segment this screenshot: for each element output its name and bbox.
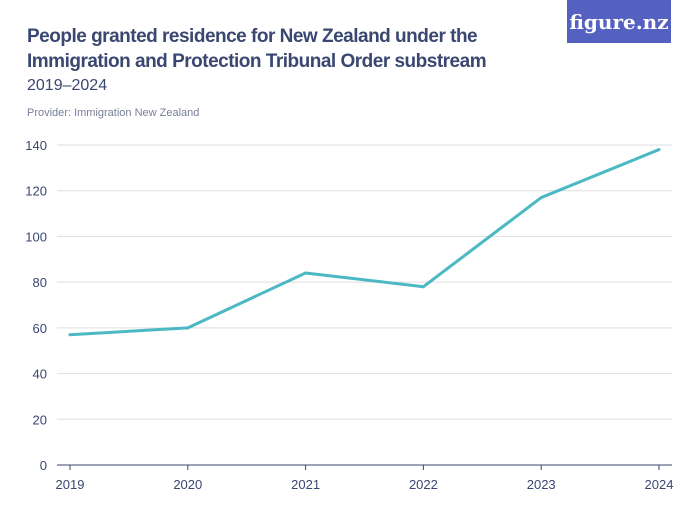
y-tick-label: 40 <box>33 367 47 382</box>
y-tick-label: 20 <box>33 412 47 427</box>
x-tick-label: 2022 <box>409 477 438 492</box>
data-point <box>68 333 72 337</box>
chart-subtitle: 2019–2024 <box>27 77 108 94</box>
y-tick-label: 100 <box>25 229 47 244</box>
x-tick-label: 2021 <box>291 477 320 492</box>
y-tick-label: 140 <box>25 138 47 153</box>
data-point <box>186 326 190 330</box>
data-point <box>657 148 661 152</box>
data-point <box>304 271 308 275</box>
x-tick-label: 2020 <box>173 477 202 492</box>
series-line <box>69 148 660 337</box>
data-point <box>421 285 425 289</box>
chart-title: People granted residence for New Zealand… <box>27 26 487 72</box>
x-tick-label: 2019 <box>56 477 85 492</box>
y-tick-label: 80 <box>33 275 47 290</box>
x-tick-label: 2023 <box>527 477 556 492</box>
x-tick-label: 2024 <box>645 477 674 492</box>
provider-note: Provider: Immigration New Zealand <box>27 107 200 119</box>
figure-nz-logo[interactable]: figure.nz <box>567 0 671 43</box>
y-tick-label: 60 <box>33 321 47 336</box>
y-tick-label: 0 <box>40 458 47 473</box>
data-point <box>539 196 543 200</box>
y-tick-label: 120 <box>25 184 47 199</box>
